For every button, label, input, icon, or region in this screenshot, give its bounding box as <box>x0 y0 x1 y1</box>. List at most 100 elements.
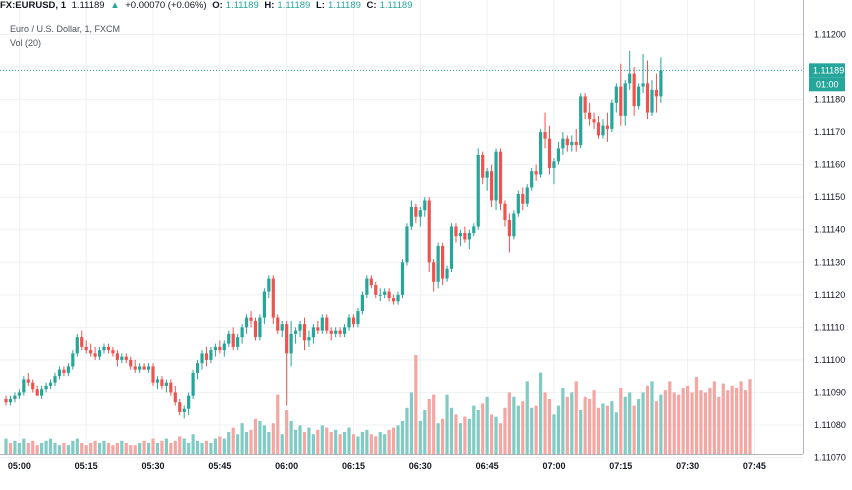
time-tick-label: 05:00 <box>8 461 31 471</box>
candle-body <box>543 132 547 139</box>
volume-bar <box>311 434 315 454</box>
volume-bar <box>418 421 422 454</box>
volume-bar <box>561 388 565 454</box>
candle-body <box>249 317 253 321</box>
candle-body <box>583 96 587 113</box>
candle <box>534 164 538 181</box>
candle-body <box>280 324 284 331</box>
candle <box>405 223 409 266</box>
volume-bar <box>40 443 44 454</box>
time-tick-label: 05:30 <box>141 461 164 471</box>
candle <box>22 376 26 396</box>
volume-bar <box>637 399 641 454</box>
volume-bar <box>476 410 480 454</box>
candle-body <box>231 333 235 347</box>
volume-bar <box>307 427 311 454</box>
candle <box>26 372 30 386</box>
candle-body <box>650 89 654 113</box>
candle-body <box>659 70 663 97</box>
candle-body <box>369 278 373 286</box>
candle <box>476 148 480 230</box>
candle <box>365 275 369 299</box>
candle <box>84 340 88 354</box>
candle-body <box>512 213 516 237</box>
volume-bar <box>619 388 623 454</box>
candle <box>436 242 440 289</box>
candle <box>614 83 618 113</box>
candle <box>512 210 516 240</box>
volume-bar <box>409 392 414 454</box>
candle <box>583 93 587 120</box>
candle-body <box>565 138 569 146</box>
candle <box>334 327 338 338</box>
candle <box>547 125 552 175</box>
volume-bar <box>730 385 734 454</box>
volume-bar <box>120 440 124 454</box>
candle <box>249 311 253 328</box>
volume-bar <box>663 390 667 454</box>
candle <box>637 83 641 110</box>
candle <box>329 327 333 341</box>
candle <box>592 112 596 129</box>
candle-body <box>289 333 293 354</box>
candle-body <box>22 379 26 393</box>
volume-bar <box>57 445 62 454</box>
time-tick-label: 05:15 <box>75 461 98 471</box>
candle <box>164 379 168 393</box>
volume-bar <box>369 434 373 454</box>
candle-body <box>436 246 440 282</box>
volume-indicator-label[interactable]: Vol (20) <box>10 38 42 48</box>
series-title[interactable]: Euro / U.S. Dollar, 1, FXCM <box>10 24 121 34</box>
volume-bar <box>84 445 88 454</box>
volume-bar <box>726 390 730 454</box>
volume-bar <box>623 396 627 454</box>
volume-bar <box>329 432 333 454</box>
time-tick-label: 07:30 <box>676 461 699 471</box>
candle-body <box>427 200 431 263</box>
volume-bar <box>565 396 569 454</box>
volume-bar <box>405 407 409 454</box>
volume-bar <box>641 392 645 454</box>
candle <box>173 385 177 406</box>
candle <box>302 317 307 351</box>
low-label: L: <box>315 0 325 11</box>
candle <box>182 405 186 419</box>
price-tag-value: 1.11189 <box>813 65 844 75</box>
high-label: H: <box>264 0 275 11</box>
candle <box>605 112 610 142</box>
volume-bar <box>35 445 39 454</box>
candle-body <box>467 233 471 240</box>
candle <box>325 314 329 334</box>
volume-bar <box>164 438 168 454</box>
candle-body <box>574 141 578 146</box>
candle <box>293 327 298 344</box>
candle <box>307 330 311 347</box>
candle <box>556 141 561 165</box>
candle-body <box>124 356 128 360</box>
volume-bar <box>26 443 30 454</box>
volume-bar <box>743 390 748 454</box>
candle <box>285 320 289 406</box>
candle <box>97 346 102 360</box>
candle <box>454 223 458 243</box>
candle-body <box>142 366 146 370</box>
volume-bar <box>191 434 195 454</box>
candle-body <box>4 398 8 403</box>
volume-bar <box>151 438 155 454</box>
candle-body <box>503 203 507 220</box>
candle <box>289 320 293 367</box>
volume-bar <box>293 429 298 454</box>
candle <box>267 275 271 299</box>
candle <box>494 148 498 211</box>
volume-bar <box>102 440 106 454</box>
candle <box>445 265 449 282</box>
volume-bar <box>325 427 329 454</box>
volume-bar <box>708 388 712 454</box>
candle-body <box>218 346 222 351</box>
high-value: 1.11189 <box>277 0 311 11</box>
volume-bar <box>71 440 75 454</box>
price-tick-label: 1.11130 <box>814 257 845 267</box>
price-tick-label: 1.11160 <box>814 160 845 170</box>
